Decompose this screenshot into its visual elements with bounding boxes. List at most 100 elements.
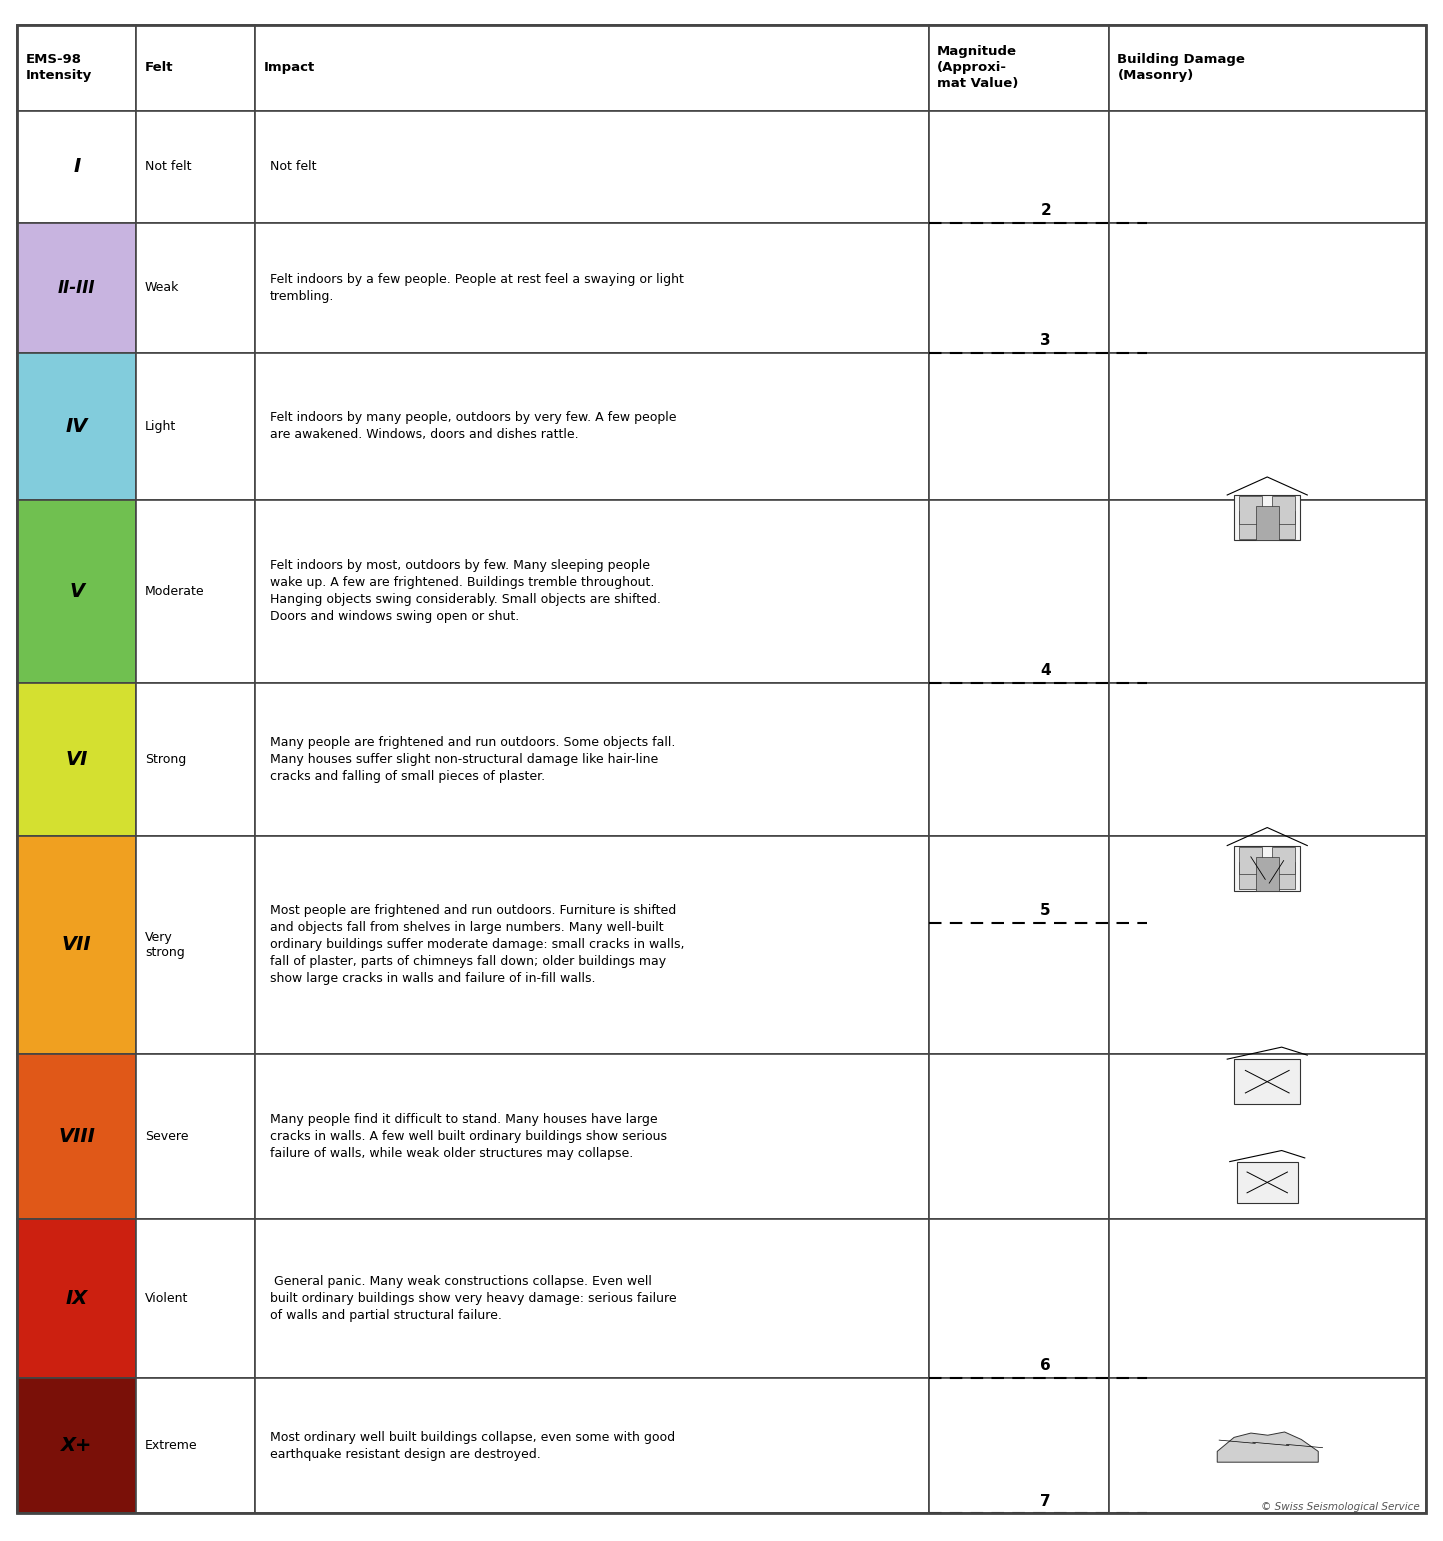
Text: Not felt: Not felt [270, 160, 316, 174]
Bar [17, 25, 136, 111]
Bar [928, 111, 1108, 223]
Bar [255, 353, 928, 499]
Bar [1234, 1059, 1300, 1105]
Bar [255, 683, 928, 835]
Text: Felt indoors by most, outdoors by few. Many sleeping people
wake up. A few are f: Felt indoors by most, outdoors by few. M… [270, 559, 661, 623]
Bar [17, 499, 136, 683]
Text: IV: IV [65, 416, 88, 436]
Text: Not felt: Not felt [144, 160, 192, 174]
Bar [136, 1219, 255, 1378]
Bar [136, 835, 255, 1054]
Text: 3: 3 [1040, 333, 1051, 348]
Bar [928, 835, 1108, 1054]
Text: Violent: Violent [144, 1291, 189, 1305]
Bar [928, 25, 1108, 111]
Text: VII: VII [62, 935, 92, 954]
Bar [1108, 25, 1426, 111]
Bar [1108, 1054, 1426, 1219]
Bar [928, 353, 1108, 499]
Bar [1255, 857, 1278, 891]
Bar [1273, 512, 1296, 539]
Bar [17, 1054, 136, 1219]
Bar [928, 683, 1108, 835]
Bar [255, 25, 928, 111]
Text: Felt indoors by many people, outdoors by very few. A few people
are awakened. Wi: Felt indoors by many people, outdoors by… [270, 411, 677, 441]
Bar [1273, 861, 1296, 889]
Bar [1108, 223, 1426, 353]
Bar [17, 223, 136, 353]
Bar [136, 223, 255, 353]
Bar [1240, 846, 1263, 874]
Bar [136, 683, 255, 835]
Text: Most ordinary well built buildings collapse, even some with good
earthquake resi: Most ordinary well built buildings colla… [270, 1430, 675, 1461]
Bar [1237, 1162, 1297, 1204]
Text: VI: VI [65, 749, 88, 769]
Bar [1108, 499, 1426, 683]
Text: Magnitude
(Approxi-
mat Value): Magnitude (Approxi- mat Value) [937, 45, 1019, 91]
Bar [1108, 353, 1426, 499]
Bar [255, 835, 928, 1054]
Text: Light: Light [144, 419, 176, 433]
Text: Strong: Strong [144, 752, 186, 766]
Text: I: I [74, 157, 81, 177]
Bar [136, 25, 255, 111]
Text: 4: 4 [1040, 663, 1051, 678]
Bar [1108, 111, 1426, 223]
Bar [928, 1054, 1108, 1219]
Text: Moderate: Moderate [144, 584, 205, 598]
Text: Many people are frightened and run outdoors. Some objects fall.
Many houses suff: Many people are frightened and run outdo… [270, 735, 675, 783]
Bar [1240, 861, 1263, 889]
Text: Weak: Weak [144, 282, 179, 294]
Text: II-III: II-III [58, 279, 95, 297]
Bar [255, 1219, 928, 1378]
Text: Building Damage
(Masonry): Building Damage (Masonry) [1117, 54, 1245, 82]
Bar [1234, 495, 1300, 539]
Bar [255, 1378, 928, 1513]
Bar [136, 111, 255, 223]
Text: 6: 6 [1040, 1358, 1051, 1373]
Bar [255, 499, 928, 683]
Text: 2: 2 [1040, 203, 1051, 219]
Bar [928, 223, 1108, 353]
Text: Very
strong: Very strong [144, 931, 185, 959]
Bar [17, 111, 136, 223]
Bar [255, 111, 928, 223]
Text: Most people are frightened and run outdoors. Furniture is shifted
and objects fa: Most people are frightened and run outdo… [270, 905, 684, 985]
Text: Extreme: Extreme [144, 1439, 198, 1452]
Text: Many people find it difficult to stand. Many houses have large
cracks in walls. : Many people find it difficult to stand. … [270, 1113, 667, 1160]
Bar [136, 353, 255, 499]
Bar [1108, 1219, 1426, 1378]
Bar [1255, 505, 1278, 539]
Bar [255, 223, 928, 353]
Bar [136, 1378, 255, 1513]
Bar [255, 1054, 928, 1219]
Text: Felt: Felt [144, 62, 173, 74]
Bar [928, 499, 1108, 683]
Bar [136, 499, 255, 683]
Bar [1108, 835, 1426, 1054]
Text: © Swiss Seismological Service: © Swiss Seismological Service [1261, 1502, 1420, 1512]
Bar [1273, 496, 1296, 524]
Bar [136, 1054, 255, 1219]
Text: 5: 5 [1040, 903, 1051, 918]
Bar [17, 1219, 136, 1378]
Bar [1234, 846, 1300, 891]
Bar [17, 683, 136, 835]
Bar [928, 1219, 1108, 1378]
Text: Severe: Severe [144, 1130, 189, 1143]
Text: IX: IX [66, 1288, 88, 1308]
Text: EMS-98
Intensity: EMS-98 Intensity [26, 54, 92, 82]
Bar [1240, 496, 1263, 524]
Text: 7: 7 [1040, 1493, 1051, 1509]
Bar [928, 1378, 1108, 1513]
Text: Felt indoors by a few people. People at rest feel a swaying or light
trembling.: Felt indoors by a few people. People at … [270, 273, 684, 302]
Bar [1108, 683, 1426, 835]
Text: VIII: VIII [58, 1126, 95, 1145]
Bar [1273, 846, 1296, 874]
Text: V: V [69, 581, 84, 601]
Bar [17, 835, 136, 1054]
Bar [1108, 1378, 1426, 1513]
Text: General panic. Many weak constructions collapse. Even well
built ordinary buildi: General panic. Many weak constructions c… [270, 1274, 677, 1322]
Text: Impact: Impact [264, 62, 315, 74]
Bar [17, 353, 136, 499]
